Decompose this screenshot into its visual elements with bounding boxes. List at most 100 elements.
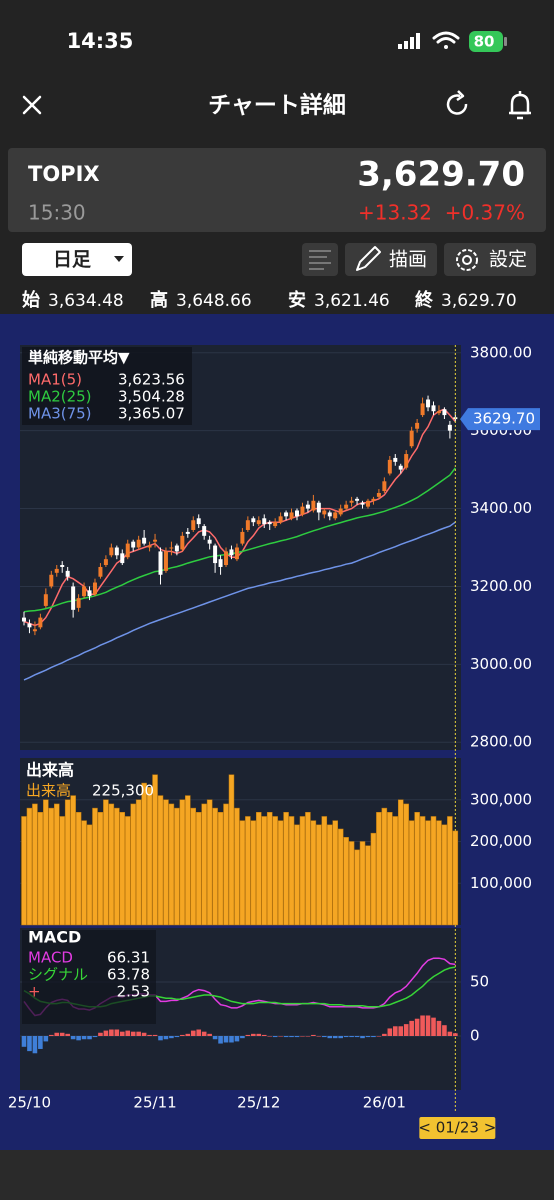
legend-value: 2.53 bbox=[117, 983, 150, 1001]
candle-body bbox=[398, 465, 403, 470]
candle-body bbox=[338, 508, 343, 515]
volume-bar bbox=[381, 807, 388, 926]
volume-bar bbox=[201, 803, 207, 926]
legend-value: 63.78 bbox=[107, 966, 150, 984]
indicator-icon bbox=[309, 250, 331, 270]
candle-body bbox=[371, 498, 376, 501]
volume-bar bbox=[86, 824, 93, 926]
volume-bar bbox=[174, 807, 180, 926]
close-button[interactable] bbox=[22, 95, 42, 115]
ohlc-value: 3,634.48 bbox=[48, 291, 124, 311]
legend-name: シグナル bbox=[28, 966, 88, 984]
candle-body bbox=[300, 506, 305, 515]
histogram-bar bbox=[180, 1034, 185, 1036]
y-tick-label: 3000.00 bbox=[470, 655, 532, 673]
volume-bar bbox=[59, 816, 65, 926]
alert-button[interactable] bbox=[509, 91, 531, 120]
candle-body bbox=[284, 512, 289, 517]
candle-body bbox=[415, 422, 420, 429]
legend-name: + bbox=[28, 983, 41, 1001]
indicator-button[interactable] bbox=[302, 243, 338, 276]
histogram-bar bbox=[403, 1024, 409, 1036]
volume-bar bbox=[414, 812, 420, 926]
volume-bar bbox=[124, 816, 131, 926]
volume-bar bbox=[250, 820, 257, 926]
histogram-bar bbox=[420, 1015, 425, 1036]
battery-level: 80 bbox=[474, 33, 495, 51]
quote-box bbox=[8, 148, 546, 232]
settings-button[interactable] bbox=[444, 243, 536, 276]
ohlc-value: 3,629.70 bbox=[441, 291, 517, 311]
period-select[interactable] bbox=[22, 243, 132, 276]
status-time: 14:35 bbox=[67, 29, 134, 53]
volume-bar bbox=[190, 807, 197, 926]
candle-body bbox=[262, 518, 267, 525]
histogram-bar bbox=[316, 1036, 322, 1037]
refresh-button[interactable] bbox=[446, 90, 468, 115]
candle-body bbox=[278, 516, 283, 523]
candle-body bbox=[60, 565, 65, 567]
histogram-bar bbox=[43, 1036, 49, 1042]
draw-button[interactable] bbox=[345, 243, 437, 276]
candle-body bbox=[420, 403, 425, 416]
symbol-name: TOPIX bbox=[28, 162, 100, 186]
candle-body bbox=[234, 547, 239, 560]
quote-time: 15:30 bbox=[28, 201, 86, 225]
legend-title: 出来高 bbox=[26, 761, 74, 780]
price-change: +13.32 bbox=[358, 201, 432, 225]
histogram-bar bbox=[81, 1036, 87, 1040]
candle-body bbox=[229, 549, 234, 556]
y-tick-label: 300,000 bbox=[470, 790, 532, 808]
candle-body bbox=[163, 551, 168, 571]
volume-bar bbox=[234, 807, 240, 926]
volume-bar bbox=[425, 820, 431, 926]
histogram-bar bbox=[283, 1036, 289, 1038]
volume-bar bbox=[108, 803, 115, 926]
volume-bar bbox=[283, 812, 289, 926]
draw-label: 描画 bbox=[389, 249, 427, 271]
charts: 2800.003000.003200.003400.003600.003800.… bbox=[8, 343, 540, 1139]
ohlc-label: 高 bbox=[150, 289, 168, 311]
histogram-bar bbox=[103, 1030, 109, 1036]
histogram-bar bbox=[32, 1036, 38, 1054]
histogram-bar bbox=[425, 1015, 431, 1036]
legend-value: 3,365.07 bbox=[118, 405, 185, 423]
volume-bar bbox=[114, 807, 120, 926]
volume-bar bbox=[337, 828, 344, 926]
candle-body bbox=[147, 545, 152, 548]
volume-bar bbox=[152, 774, 158, 926]
histogram-bar bbox=[185, 1033, 191, 1036]
candle-body bbox=[131, 541, 136, 548]
volume-bar bbox=[321, 816, 328, 926]
volume-bar bbox=[179, 799, 186, 926]
histogram-bar bbox=[49, 1034, 54, 1036]
volume-bar bbox=[316, 824, 322, 926]
candle-body bbox=[245, 520, 250, 530]
candle-body bbox=[251, 518, 256, 523]
histogram-bar bbox=[65, 1033, 70, 1036]
y-tick-label: 50 bbox=[470, 973, 489, 991]
histogram-bar bbox=[196, 1029, 202, 1036]
histogram-bar bbox=[212, 1036, 218, 1040]
indicator-line bbox=[23, 521, 456, 681]
candle-body bbox=[49, 574, 54, 587]
candle-body bbox=[327, 512, 332, 517]
candle-body bbox=[32, 629, 37, 632]
price-change-percent: +0.37% bbox=[445, 201, 525, 225]
candle-body bbox=[76, 598, 81, 608]
signal-icon bbox=[398, 33, 420, 49]
histogram-bar bbox=[436, 1020, 442, 1036]
y-tick-label: 100,000 bbox=[470, 874, 532, 892]
candle-body bbox=[98, 566, 103, 577]
volume-bar bbox=[408, 820, 415, 926]
histogram-bar bbox=[371, 1036, 376, 1038]
candle-body bbox=[442, 409, 447, 416]
volume-bar bbox=[92, 807, 98, 926]
candle-body bbox=[311, 500, 316, 511]
volume-bar bbox=[212, 807, 218, 926]
y-tick-label: 3400.00 bbox=[470, 499, 532, 517]
histogram-bar bbox=[300, 1036, 305, 1037]
volume-bar bbox=[119, 812, 126, 926]
candle-body bbox=[426, 399, 431, 408]
